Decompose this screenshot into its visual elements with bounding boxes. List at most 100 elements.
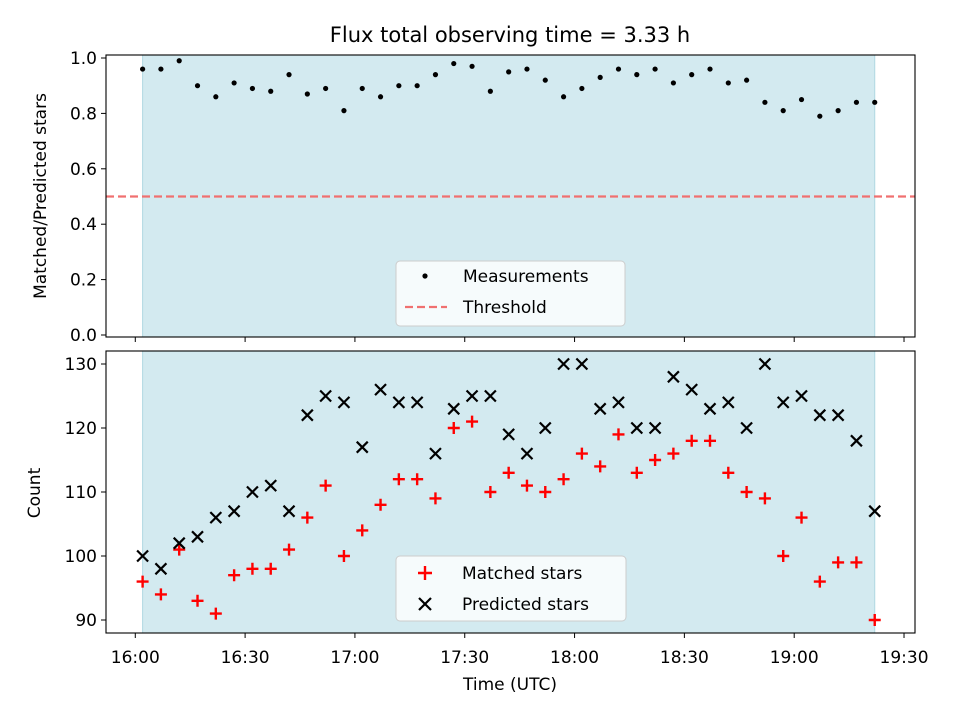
count-x-tick-label: 16:30 [221,648,270,668]
ratio-panel-frame [105,54,916,338]
predicted-star-point [337,396,351,409]
matched-star-point [850,556,863,569]
predicted-star-point [246,485,259,499]
predicted-star-point [301,408,314,422]
measurement-point [304,91,310,97]
predicted-star-point [484,389,497,403]
matched-star-point [209,607,222,620]
ratio-y-tick-label: 0.2 [70,271,97,291]
predicted-star-point [374,383,387,396]
predicted-star-point [850,434,863,448]
matched-star-point [777,550,790,562]
predicted-star-point [703,402,717,416]
ratio-y-tick-label: 0.4 [70,215,97,235]
measurement-point [744,77,750,83]
ratio-legend-box [395,260,626,327]
matched-star-point [832,556,845,569]
count-y-tick-label: 120 [65,419,97,439]
predicted-star-point [227,504,241,518]
matched-star-point [685,434,698,447]
ratio-y-axis-label: Matched/Predicted stars [31,93,51,299]
measurement-point [762,99,768,105]
legend-threshold-label: Threshold [462,298,547,318]
predicted-star-point [648,421,662,435]
count-legend: Matched stars Predicted stars [395,555,627,622]
measurement-point [140,66,146,72]
measurement-point [341,108,347,114]
count-x-tick-label: 19:30 [880,648,929,668]
count-y-tick-label: 130 [65,355,97,375]
count-y-tick-label: 90 [75,611,97,631]
measurement-point [689,72,695,78]
matched-star-point [136,575,149,588]
measurement-point [780,108,786,114]
predicted-star-point [612,396,625,409]
ratio-y-tick-label: 0.6 [70,160,97,180]
count-x-tick-label: 18:30 [660,648,709,668]
matched-star-point [301,511,314,524]
matched-star-point [813,575,826,588]
measurement-point [798,96,805,103]
matched-star-point [337,550,350,562]
measurement-point [615,66,622,72]
matched-star-point [722,466,735,479]
legend-matched-label: Matched stars [462,564,582,584]
matched-star-point [392,473,405,486]
matched-star-point [758,492,771,505]
predicted-star-point [410,396,424,409]
count-x-tick-label: 17:00 [330,648,379,668]
measurement-point [853,99,860,105]
measurement-point [414,83,420,89]
count-legend-box [395,555,627,622]
legend-predicted-marker [418,597,432,611]
matched-star-point [319,479,332,492]
count-x-tick-label: 17:30 [440,648,489,668]
predicted-star-point [264,479,278,492]
matched-star-point [429,492,442,505]
predicted-star-point [667,370,680,384]
measurement-point [524,66,530,72]
matched-star-point [264,562,277,575]
count-x-tick-label: 18:00 [550,648,599,668]
measurement-point [377,94,384,100]
measurement-point [652,66,658,72]
measurement-point [597,74,603,80]
legend-measurements-marker [422,273,428,279]
matched-star-point [630,466,643,479]
predicted-star-point [557,357,570,371]
matched-star-point [594,460,607,473]
ratio-panel: 0.0 0.2 0.4 0.6 0.8 1.0 Flux total observing … [31,23,916,346]
matched-star-point [246,562,259,575]
measurement-point [817,113,823,119]
predicted-star-point [630,421,644,435]
predicted-star-point [429,447,442,460]
count-x-tick-label: 19:00 [770,648,819,668]
predicted-star-point [502,428,515,441]
measurement-point [469,63,475,69]
matched-star-point [868,614,881,626]
measurement-point [158,66,164,72]
matched-star-point [704,434,717,447]
predicted-star-point [758,357,772,371]
count-y-axis-label: Count [25,467,45,518]
matched-star-point [575,447,588,460]
matched-star-point [411,473,424,486]
count-x-tick-label: 16:00 [111,648,160,668]
measurement-point [231,80,237,86]
legend-matched-marker [418,566,432,580]
predicted-star-point [685,383,698,396]
measurement-point [634,72,640,78]
matched-star-point [612,428,625,441]
matched-star-point [191,594,204,607]
measurement-point [432,72,439,78]
predicted-star-point [593,402,607,416]
predicted-star-point [392,396,406,409]
predicted-star-point [191,530,204,544]
predicted-star-point [520,447,534,460]
measurement-point [176,58,182,64]
measurement-point [286,72,292,78]
predicted-star-point [209,511,223,524]
ratio-y-tick-label: 0.0 [70,326,97,346]
predicted-star-point [795,389,808,403]
